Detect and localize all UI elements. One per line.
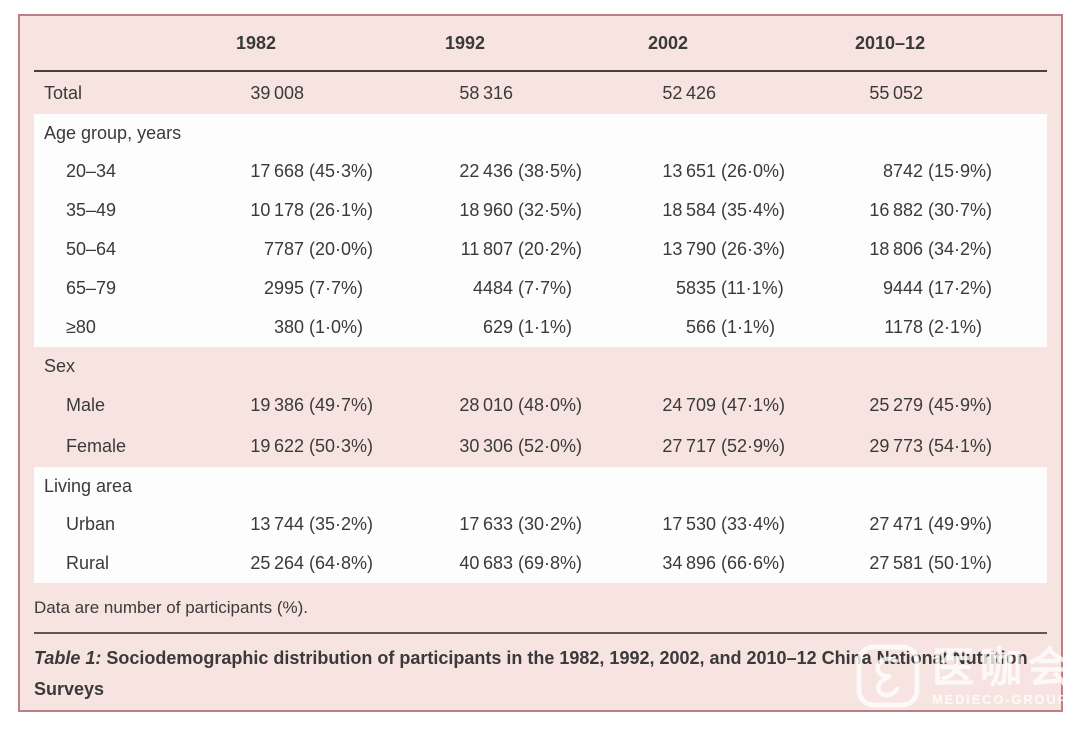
- row-label: Rural: [66, 553, 110, 573]
- header-year-2010-12: 2010–12: [855, 32, 926, 53]
- row-label: 20–34: [66, 161, 117, 181]
- row-label: Female: [66, 436, 127, 456]
- row-label: 65–79: [66, 278, 117, 298]
- data-cell: 27 471 (49·9%): [869, 514, 993, 534]
- table-row: 50–64 7787 (20·0%) 11 807 (20·2%) 13 790 (2…: [34, 230, 1047, 269]
- table-row: Female 19 622 (50·3%) 30 306 (52·0%) 27 71…: [34, 426, 1047, 467]
- total-value: 39 008: [250, 82, 304, 103]
- data-cell: 566 (1·1%): [685, 317, 776, 337]
- total-value: 52 426: [662, 82, 716, 103]
- table-footnote: Data are number of participants (%).: [34, 597, 309, 617]
- table-row: 20–34 17 668 (45·3%) 22 436 (38·5%) 13 651…: [34, 152, 1047, 191]
- data-cell: 22 436 (38·5%): [459, 161, 583, 181]
- data-cell: 18 960 (32·5%): [459, 200, 583, 220]
- data-cell: 9444 (17·2%): [882, 278, 993, 298]
- table-row: ≥80 380 (1·0%) 629 (1·1%) 566 (1·1%) 1178 (2…: [34, 308, 1047, 347]
- data-cell: 28 010 (48·0%): [459, 395, 583, 415]
- table-caption: Table 1: Sociodemographic distribution o…: [34, 632, 1047, 712]
- section-header-age-group: Age group, years: [44, 122, 182, 143]
- section-sex: Sex Male 19 386 (49·7%) 28 010 (48·0%) 24 …: [34, 347, 1047, 467]
- data-cell: 18 584 (35·4%): [662, 200, 786, 220]
- table-row: Urban 13 744 (35·2%) 17 633 (30·2%) 17 530…: [34, 505, 1047, 544]
- table-row: 65–79 2995 (7·7%) 4484 (7·7%) 5835 (11·1%) …: [34, 269, 1047, 308]
- section-header-living-area: Living area: [44, 475, 133, 496]
- row-label: Male: [66, 395, 106, 415]
- caption-text: Sociodemographic distribution of partici…: [34, 648, 1028, 699]
- total-cell-2010-12: 55 052: [855, 83, 1047, 104]
- data-cell: 10 178 (26·1%): [250, 200, 374, 220]
- header-year-2002: 2002: [648, 32, 689, 53]
- data-cell: 19 622 (50·3%): [250, 436, 374, 456]
- data-cell: 629 (1·1%): [482, 317, 573, 337]
- data-cell: 11 807 (20·2%): [460, 239, 583, 259]
- data-cell: 17 668 (45·3%): [250, 161, 374, 181]
- data-cell: 17 530 (33·4%): [662, 514, 786, 534]
- data-cell: 25 279 (45·9%): [869, 395, 993, 415]
- data-cell: 24 709 (47·1%): [662, 395, 786, 415]
- total-row: Total 39 008 58 316 52 426 55 052: [34, 72, 1047, 114]
- data-cell: 17 633 (30·2%): [459, 514, 583, 534]
- total-cell-2002: 52 426: [648, 83, 855, 104]
- data-cell: 29 773 (54·1%): [869, 436, 993, 456]
- table-row: Rural 25 264 (64·8%) 40 683 (69·8%) 34 896…: [34, 544, 1047, 583]
- row-label: Urban: [66, 514, 116, 534]
- total-cell-1992: 58 316: [445, 83, 648, 104]
- data-cell: 1178 (2·1%): [884, 317, 983, 337]
- data-cell: 25 264 (64·8%): [250, 553, 374, 573]
- data-cell: 34 896 (66·6%): [662, 553, 786, 573]
- caption-label: Table 1:: [34, 648, 102, 668]
- total-label: Total: [44, 82, 83, 103]
- data-cell: 40 683 (69·8%): [459, 553, 583, 573]
- data-cell: 16 882 (30·7%): [869, 200, 993, 220]
- data-cell: 5835 (11·1%): [675, 278, 784, 298]
- data-cell: 380 (1·0%): [273, 317, 364, 337]
- total-value: 58 316: [459, 82, 513, 103]
- total-cell-1982: 39 008: [236, 83, 445, 104]
- data-cell: 13 744 (35·2%): [250, 514, 374, 534]
- data-cell: 27 581 (50·1%): [869, 553, 993, 573]
- section-living-area: Living area Urban 13 744 (35·2%) 17 633 (3…: [34, 467, 1047, 583]
- data-cell: 13 790 (26·3%): [662, 239, 786, 259]
- data-cell: 2995 (7·7%): [263, 278, 364, 298]
- data-cell: 18 806 (34·2%): [869, 239, 993, 259]
- section-header-sex: Sex: [44, 355, 76, 376]
- row-label: ≥80: [66, 317, 96, 337]
- data-cell: 27 717 (52·9%): [662, 436, 786, 456]
- table-card: 1982 1992 2002 2010–12 Total 39 008 58 3…: [18, 14, 1063, 712]
- table-row: 35–49 10 178 (26·1%) 18 960 (32·5%) 18 584…: [34, 191, 1047, 230]
- header-year-1982: 1982: [236, 32, 277, 53]
- data-cell: 4484 (7·7%): [472, 278, 573, 298]
- row-label: 50–64: [66, 239, 117, 259]
- table-header-row: 1982 1992 2002 2010–12: [34, 16, 1047, 72]
- data-cell: 8742 (15·9%): [882, 161, 993, 181]
- row-label: 35–49: [66, 200, 117, 220]
- data-cell: 7787 (20·0%): [263, 239, 374, 259]
- data-cell: 13 651 (26·0%): [662, 161, 786, 181]
- header-year-1992: 1992: [445, 32, 486, 53]
- table-row: Male 19 386 (49·7%) 28 010 (48·0%) 24 709(…: [34, 385, 1047, 426]
- data-cell: 30 306 (52·0%): [459, 436, 583, 456]
- data-cell: 19 386 (49·7%): [250, 395, 374, 415]
- section-age-group: Age group, years 20–34 17 668 (45·3%) 22 …: [34, 114, 1047, 347]
- total-value: 55 052: [869, 82, 923, 103]
